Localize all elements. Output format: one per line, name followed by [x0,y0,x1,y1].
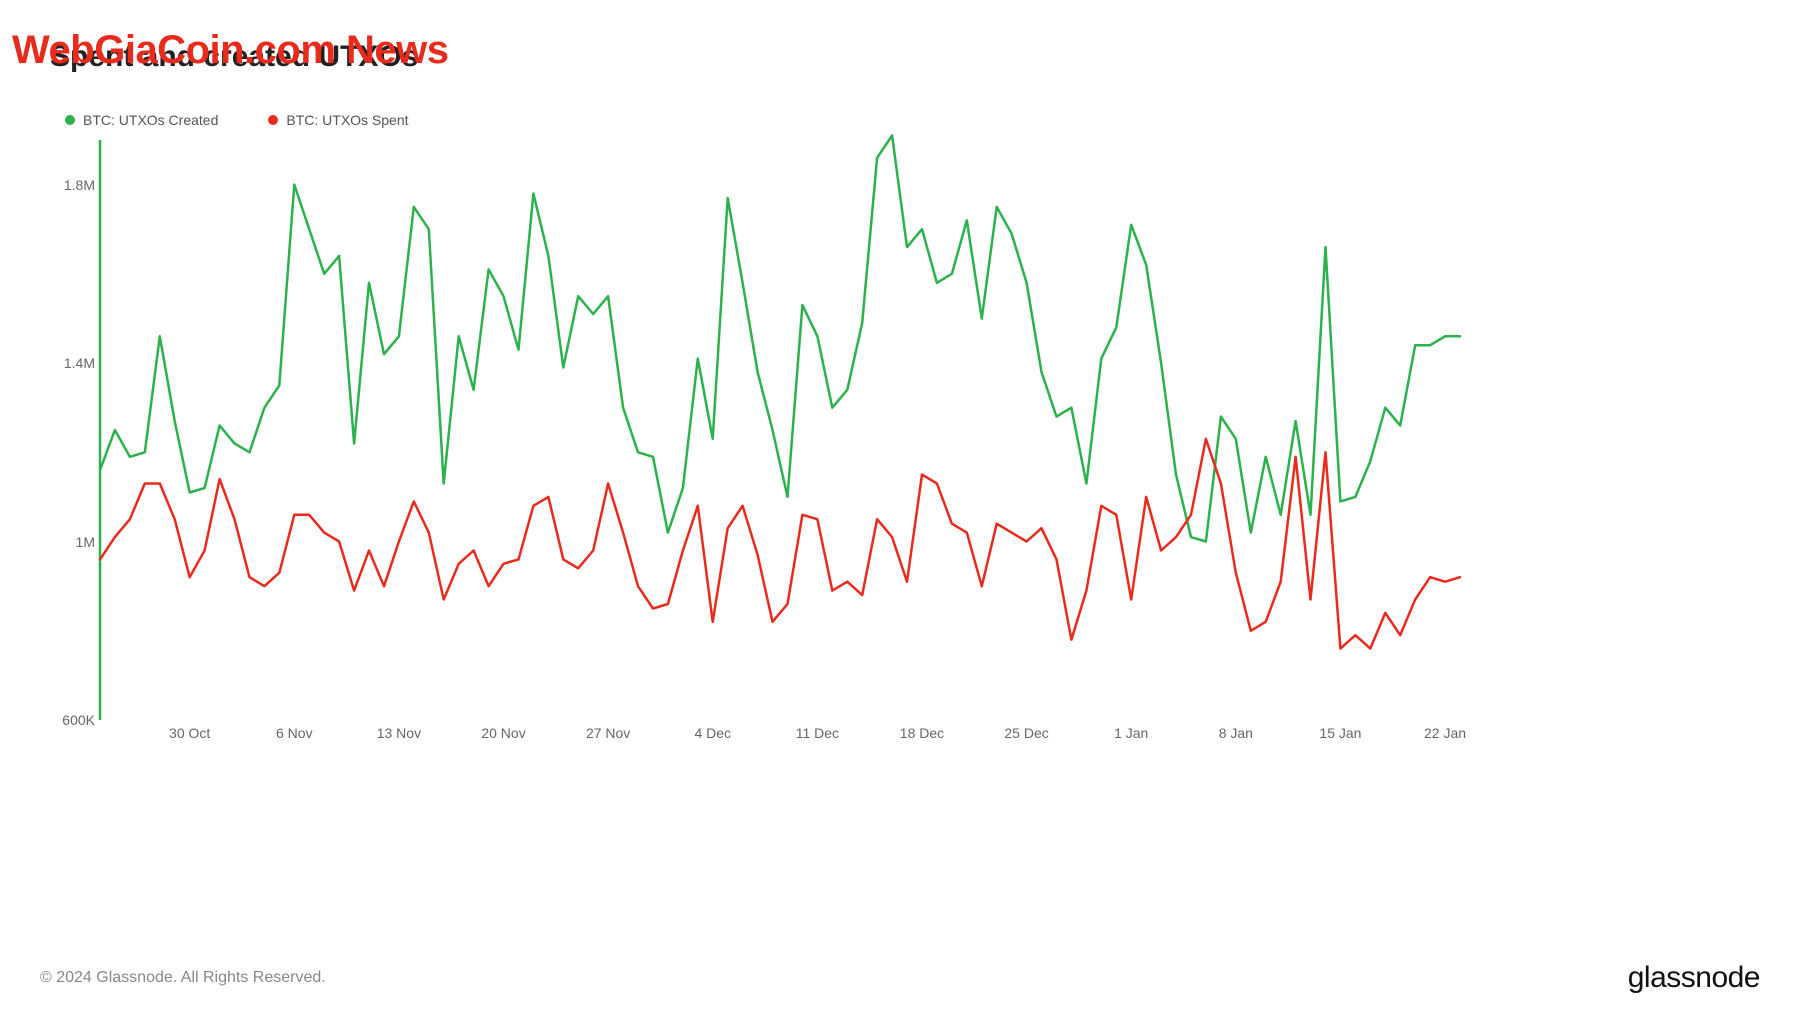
series-line-spent [100,439,1460,649]
watermark-text: WebGiaCoin.com News [12,28,449,73]
series-line-created [100,136,1460,542]
x-tick-label: 22 Jan [1424,725,1466,741]
x-tick-label: 11 Dec [796,725,839,741]
y-tick-label: 1.8M [30,177,95,193]
chart-plot-area [100,140,1460,720]
x-tick-label: 20 Nov [481,725,525,741]
x-tick-label: 25 Dec [1004,725,1048,741]
brand-logo-text: glassnode [1628,961,1760,995]
legend: BTC: UTXOs Created BTC: UTXOs Spent [65,112,409,128]
x-tick-label: 27 Nov [586,725,630,741]
x-tick-label: 13 Nov [377,725,421,741]
legend-dot-created [65,115,75,125]
x-tick-label: 1 Jan [1114,725,1148,741]
x-axis: 30 Oct 6 Nov 13 Nov 20 Nov 27 Nov 4 Dec 11 Dec… [100,725,1460,755]
x-tick-label: 8 Jan [1219,725,1253,741]
x-tick-label: 6 Nov [276,725,313,741]
legend-label-spent: BTC: UTXOs Spent [286,112,408,128]
y-tick-label: 600K [30,712,95,728]
x-tick-label: 15 Jan [1319,725,1361,741]
legend-item-spent: BTC: UTXOs Spent [268,112,408,128]
footer: © 2024 Glassnode. All Rights Reserved. g… [40,961,1760,995]
x-tick-label: 4 Dec [694,725,731,741]
y-tick-label: 1M [30,534,95,550]
copyright-text: © 2024 Glassnode. All Rights Reserved. [40,969,326,987]
legend-label-created: BTC: UTXOs Created [83,112,218,128]
y-axis: 600K1M1.4M1.8M [30,140,95,720]
legend-dot-spent [268,115,278,125]
x-tick-label: 30 Oct [169,725,210,741]
x-tick-label: 18 Dec [900,725,944,741]
legend-item-created: BTC: UTXOs Created [65,112,218,128]
y-tick-label: 1.4M [30,355,95,371]
chart-svg [100,140,1460,720]
chart-container: WebGiaCoin.com News Spent and created UT… [0,0,1800,1013]
